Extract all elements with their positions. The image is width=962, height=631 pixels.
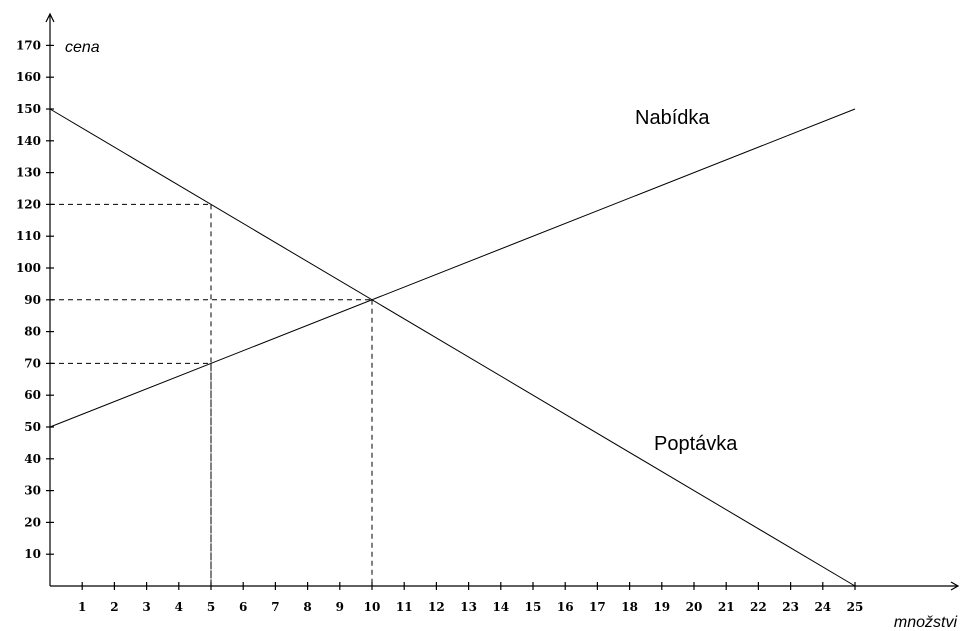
- y-tick-label-40: 40: [24, 452, 41, 466]
- x-tick-label-24: 24: [814, 600, 831, 614]
- x-tick-label-6: 6: [239, 600, 247, 614]
- y-tick-label-100: 100: [16, 261, 41, 275]
- x-tick-label-5: 5: [207, 600, 215, 614]
- y-tick-label-10: 10: [24, 547, 41, 561]
- x-tick-label-8: 8: [303, 600, 311, 614]
- series-label-poptavka: Poptávka: [654, 433, 738, 455]
- y-tick-label-70: 70: [24, 356, 41, 370]
- y-tick-label-90: 90: [24, 293, 41, 307]
- y-tick-label-130: 130: [16, 166, 41, 180]
- x-tick-label-2: 2: [110, 600, 118, 614]
- x-tick-label-12: 12: [428, 600, 445, 614]
- axis-ticks: [46, 44, 856, 590]
- series-lines: [49, 108, 856, 587]
- x-axis-arrow: [950, 581, 960, 591]
- y-tick-label-120: 120: [16, 197, 41, 211]
- guide-lines: [50, 203, 373, 586]
- x-tick-label-13: 13: [460, 600, 477, 614]
- y-tick-label-160: 160: [16, 70, 41, 84]
- axes: [45, 12, 960, 591]
- x-tick-label-21: 21: [718, 600, 735, 614]
- x-tick-label-3: 3: [142, 600, 150, 614]
- x-tick-label-10: 10: [364, 600, 381, 614]
- x-tick-label-19: 19: [653, 600, 670, 614]
- y-axis-title: cena: [65, 39, 100, 56]
- x-tick-label-23: 23: [782, 600, 799, 614]
- axis-tick-labels: 1 2 3 4 5 6 7 8 9 10 11 12 13 14 15 16 17 18 19 20 21 22 23 24 2…: [16, 38, 863, 614]
- x-tick-label-22: 22: [750, 600, 767, 614]
- y-tick-label-20: 20: [24, 515, 41, 529]
- x-tick-label-18: 18: [621, 600, 638, 614]
- series-label-nabidka: Nabídka: [635, 107, 710, 129]
- y-tick-label-50: 50: [24, 420, 41, 434]
- y-tick-label-140: 140: [16, 134, 41, 148]
- y-axis-arrow: [45, 12, 55, 23]
- x-axis-title: množstvi: [894, 614, 958, 631]
- x-tick-label-20: 20: [686, 600, 703, 614]
- series-line-1: [49, 108, 856, 587]
- x-tick-label-14: 14: [492, 600, 509, 614]
- x-tick-label-25: 25: [847, 600, 864, 614]
- x-tick-label-9: 9: [336, 600, 344, 614]
- y-tick-label-110: 110: [16, 229, 41, 243]
- y-tick-label-150: 150: [16, 102, 41, 116]
- y-tick-label-60: 60: [24, 388, 41, 402]
- x-tick-label-7: 7: [271, 600, 279, 614]
- x-tick-label-1: 1: [78, 600, 86, 614]
- x-tick-label-17: 17: [589, 600, 606, 614]
- y-tick-label-80: 80: [24, 325, 41, 339]
- series-line-0: [49, 108, 856, 428]
- x-tick-label-15: 15: [525, 600, 542, 614]
- x-tick-label-16: 16: [557, 600, 574, 614]
- x-tick-label-11: 11: [396, 600, 413, 614]
- y-tick-label-170: 170: [16, 38, 41, 52]
- y-tick-label-30: 30: [24, 484, 41, 498]
- x-tick-label-4: 4: [175, 600, 183, 614]
